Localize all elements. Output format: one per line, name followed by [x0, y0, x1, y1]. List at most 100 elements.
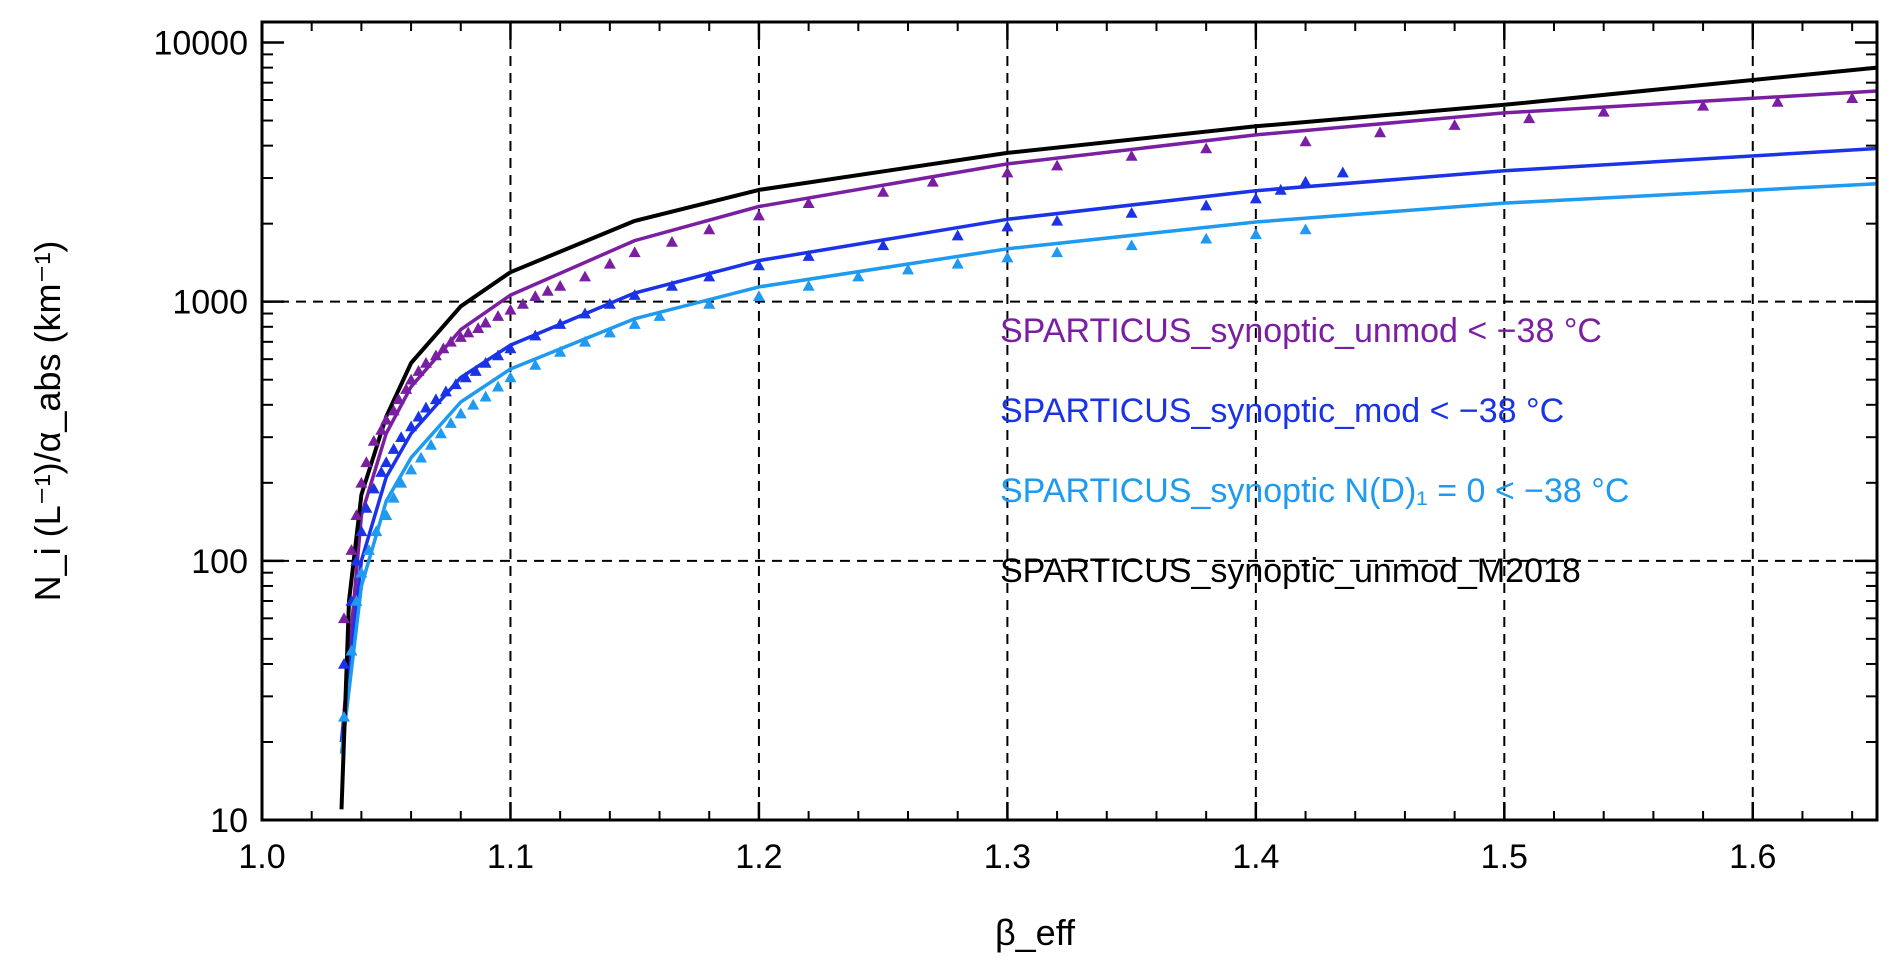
data-point-series-3: [370, 525, 383, 537]
fit-curve-3: [339, 182, 1878, 755]
data-point-series-2: [405, 420, 418, 432]
data-point-series-3: [380, 509, 393, 521]
data-point-series-2: [1249, 192, 1262, 204]
data-point-series-1: [380, 413, 393, 425]
data-point-series-3: [415, 451, 428, 463]
data-points: [337, 92, 1859, 722]
data-point-series-2: [1051, 214, 1064, 226]
data-point-series-1: [579, 270, 591, 282]
data-point-series-3: [467, 398, 480, 410]
legend-entry-4: SPARTICUS_synoptic_unmod_M2018: [1000, 552, 1581, 590]
y-axis-label: N_i (L⁻¹)/α_abs (km⁻¹): [27, 241, 68, 602]
x-tick-label: 1.6: [1729, 838, 1776, 876]
data-point-series-1: [1597, 105, 1610, 117]
data-point-series-1: [462, 326, 475, 338]
legend-entry-2: SPARTICUS_synoptic_mod < −38 °C: [1000, 392, 1564, 430]
data-point-series-1: [554, 279, 567, 291]
data-point-series-3: [355, 566, 368, 578]
data-point-series-1: [1299, 135, 1312, 147]
data-point-series-1: [360, 456, 373, 468]
data-point-series-1: [350, 509, 363, 521]
data-point-series-2: [367, 482, 380, 494]
legend: SPARTICUS_synoptic_unmod < −38 °C SPARTIC…: [1000, 312, 1629, 590]
data-point-series-1: [703, 223, 716, 235]
data-point-series-2: [1274, 183, 1287, 195]
data-point-series-1: [472, 322, 485, 334]
data-point-series-3: [337, 710, 350, 722]
data-point-series-1: [1523, 112, 1536, 124]
x-tick-label: 1.4: [1232, 838, 1279, 876]
fit-curve-2: [339, 146, 1878, 743]
data-point-series-1: [504, 303, 517, 315]
data-point-series-1: [1200, 142, 1213, 154]
legend-entry-1: SPARTICUS_synoptic_unmod < −38 °C: [1000, 312, 1602, 350]
data-point-series-3: [802, 279, 815, 291]
data-point-series-2: [554, 318, 567, 329]
data-point-series-3: [579, 335, 591, 347]
axis-ticks: 1.0 1.1 1.2 1.3 1.4 1.5 1.6 10 100 1000 10000: [153, 22, 1877, 876]
data-point-series-2: [603, 297, 616, 309]
y-tick-label: 10000: [153, 25, 248, 63]
data-point-series-1: [429, 349, 442, 361]
data-point-series-2: [419, 401, 432, 413]
data-point-series-3: [434, 427, 447, 439]
plot-frame: [260, 20, 1879, 822]
grid: [262, 22, 1877, 820]
data-point-series-1: [541, 284, 554, 296]
data-point-series-1: [367, 435, 380, 446]
data-point-series-3: [454, 407, 467, 419]
data-point-series-3: [424, 438, 437, 450]
data-point-series-2: [395, 431, 408, 442]
fit-curves: [339, 65, 1878, 810]
data-point-series-2: [802, 250, 815, 261]
data-point-series-2: [1001, 220, 1014, 232]
data-point-series-2: [355, 525, 368, 537]
fit-curve-1: [339, 89, 1878, 743]
data-point-series-1: [926, 175, 939, 187]
y-tick-label: 1000: [172, 284, 248, 322]
data-point-series-1: [1846, 92, 1859, 103]
data-point-series-3: [628, 318, 641, 329]
data-point-series-1: [1374, 126, 1387, 138]
data-point-series-2: [492, 349, 505, 361]
data-point-series-2: [375, 466, 388, 477]
fit-curve-4: [339, 65, 1878, 810]
x-tick-label: 1.5: [1481, 838, 1528, 876]
data-point-series-2: [579, 307, 591, 319]
legend-entry-3: SPARTICUS_synoptic N(D)₁ = 0 < −38 °C: [1000, 472, 1629, 510]
x-axis-label: β_eff: [995, 912, 1076, 953]
data-point-series-2: [1200, 199, 1213, 211]
data-point-series-2: [337, 657, 350, 669]
data-point-series-1: [628, 246, 641, 258]
data-point-series-1: [1051, 159, 1064, 171]
data-point-series-3: [1051, 246, 1064, 258]
data-point-series-3: [1125, 239, 1138, 251]
data-point-series-3: [603, 326, 616, 338]
data-point-series-3: [703, 297, 716, 309]
y-tick-label: 100: [191, 543, 248, 581]
data-point-series-3: [395, 476, 408, 488]
data-point-series-1: [1125, 149, 1138, 161]
data-point-series-2: [479, 356, 492, 368]
data-point-series-1: [752, 209, 765, 221]
data-point-series-1: [392, 393, 405, 405]
data-point-series-1: [387, 404, 400, 416]
data-point-series-1: [405, 373, 418, 385]
data-point-series-3: [1200, 232, 1213, 244]
data-point-series-1: [603, 257, 616, 269]
data-point-series-2: [1125, 206, 1138, 218]
data-point-series-3: [852, 270, 865, 282]
data-point-series-2: [752, 259, 765, 271]
data-point-series-1: [529, 290, 542, 301]
data-point-series-1: [492, 310, 505, 321]
data-point-series-3: [1249, 228, 1262, 240]
data-point-series-3: [444, 417, 457, 428]
data-point-series-2: [449, 378, 462, 390]
data-point-series-1: [1448, 119, 1461, 130]
data-point-series-1: [516, 297, 529, 309]
data-point-series-3: [554, 345, 567, 357]
data-point-series-2: [439, 385, 452, 397]
data-point-series-1: [444, 335, 457, 347]
data-point-series-2: [703, 270, 716, 282]
